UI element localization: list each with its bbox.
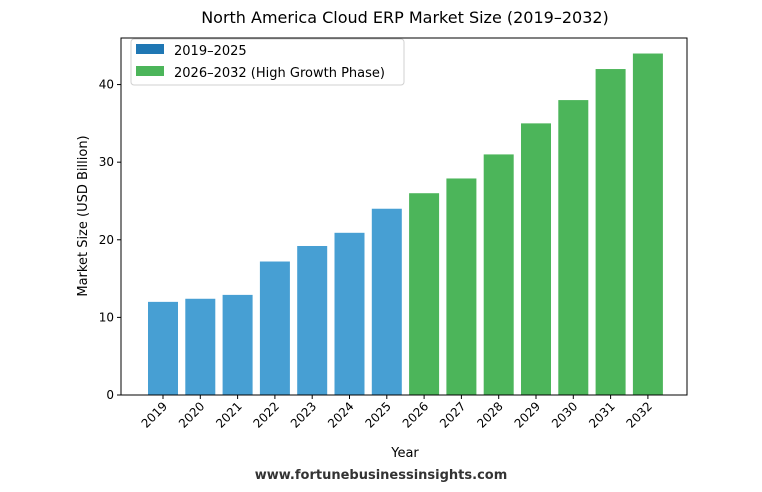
x-tick-label: 2027 — [437, 399, 468, 430]
legend-box — [130, 38, 405, 86]
legend-label-1: 2026–2032 (High Growth Phase) — [174, 66, 385, 81]
bar-2022 — [259, 261, 290, 395]
y-tick-label: 40 — [99, 78, 114, 92]
legend-label-0: 2019–2025 — [174, 44, 247, 59]
x-tick-label: 2020 — [176, 399, 207, 430]
x-tick-label: 2024 — [325, 399, 356, 430]
bar-2032 — [632, 53, 663, 396]
bar-2021 — [222, 294, 253, 395]
x-axis: 2019 2020 2021 2022 2023 2024 2025 2026 2027 2028… — [139, 395, 655, 431]
y-tick-label: 0 — [106, 388, 114, 402]
x-tick-label: 2026 — [400, 399, 431, 430]
x-tick-label: 2021 — [213, 399, 244, 430]
y-tick-label: 10 — [99, 310, 114, 324]
bar-2020 — [185, 298, 216, 395]
legend: 2019–2025 2026–2032 (High Growth Phase) — [130, 38, 405, 86]
y-axis-label: Market Size (USD Billion) — [76, 135, 91, 296]
legend-swatch-0 — [136, 44, 164, 54]
bar-2027 — [446, 178, 477, 395]
bar-2031 — [595, 69, 626, 395]
x-tick-label: 2019 — [139, 399, 170, 430]
plot-frame — [120, 37, 688, 396]
watermark: www.fortunebusinessinsights.com — [255, 468, 508, 483]
bar-2023 — [297, 245, 328, 395]
legend-swatch-1 — [136, 66, 164, 76]
x-tick-label: 2029 — [512, 399, 543, 430]
bar-2019 — [148, 301, 178, 395]
chart-title: North America Cloud ERP Market Size (201… — [201, 8, 609, 27]
bar-2030 — [558, 100, 589, 395]
bar-2028 — [483, 154, 514, 395]
x-tick-label: 2030 — [549, 399, 580, 430]
y-axis: 0 10 20 30 40 — [99, 78, 121, 402]
x-tick-label: 2022 — [251, 399, 282, 430]
x-axis-label: Year — [390, 446, 419, 461]
x-tick-label: 2032 — [624, 399, 655, 430]
y-tick-label: 20 — [99, 233, 114, 247]
bar-2029 — [521, 123, 551, 395]
x-tick-label: 2031 — [586, 399, 617, 430]
x-tick-label: 2023 — [288, 399, 319, 430]
bar-2026 — [409, 193, 440, 395]
y-tick-label: 30 — [99, 155, 114, 169]
bar-2025 — [371, 208, 402, 395]
bar-2024 — [334, 232, 365, 395]
x-tick-label: 2025 — [362, 399, 393, 430]
bars-group — [148, 53, 663, 396]
x-tick-label: 2028 — [474, 399, 505, 430]
